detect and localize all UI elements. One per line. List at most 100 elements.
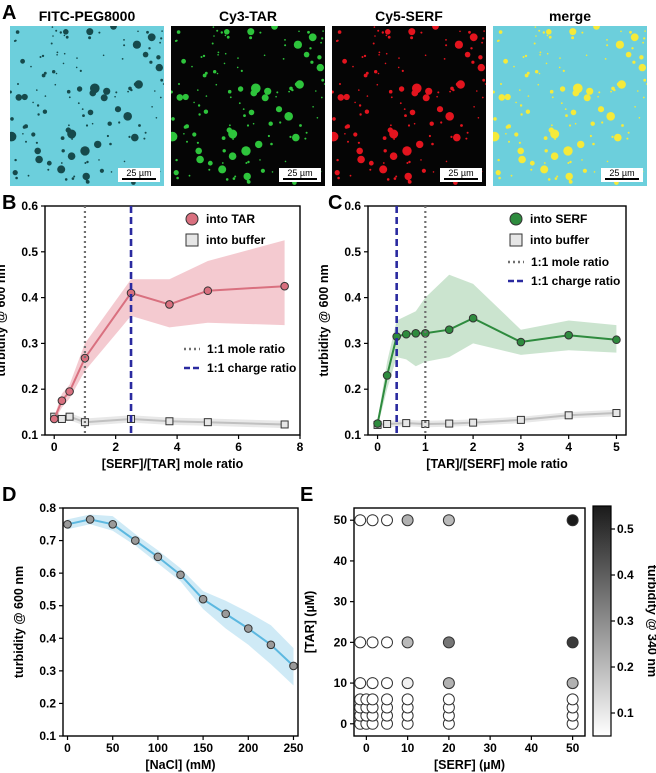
data-point — [165, 300, 174, 309]
droplet — [339, 83, 341, 85]
data-point — [564, 330, 573, 340]
droplet — [71, 177, 75, 180]
droplet — [226, 127, 232, 133]
colorbar-tick-label: 0.4 — [617, 568, 634, 582]
droplet — [35, 141, 38, 144]
data-point — [566, 514, 579, 527]
droplet — [440, 121, 443, 124]
droplet — [589, 134, 592, 138]
droplet — [627, 131, 630, 134]
droplet — [275, 95, 277, 98]
droplet — [15, 176, 18, 180]
scale-bar-label: 25 µm — [287, 168, 313, 178]
legend-label: 1:1 mole ratio — [531, 255, 609, 269]
x-tick-label: 100 — [148, 741, 168, 755]
y-tick-label: 10 — [334, 676, 348, 690]
data-point — [366, 677, 379, 690]
droplet — [323, 83, 325, 85]
data-point — [381, 709, 393, 722]
droplet — [639, 55, 644, 60]
droplet — [57, 165, 66, 174]
droplet — [478, 55, 483, 60]
droplet — [207, 160, 213, 166]
micrograph-title: Cy5-SERF — [375, 8, 443, 24]
droplet — [493, 90, 495, 94]
x-tick-label: 4 — [174, 440, 181, 454]
droplet — [546, 34, 549, 37]
y-tick-label: 0.7 — [39, 534, 56, 548]
droplet — [410, 36, 414, 40]
droplet — [202, 54, 206, 58]
droplet — [213, 35, 215, 37]
y-tick-label: 0.1 — [21, 428, 38, 442]
droplet — [82, 172, 90, 181]
droplet — [455, 82, 460, 87]
droplet — [232, 177, 236, 180]
plot-frame — [367, 205, 627, 436]
droplet — [86, 160, 89, 164]
droplet — [64, 178, 68, 181]
x-tick-label: 0 — [64, 741, 71, 755]
droplet — [94, 140, 102, 149]
droplet — [454, 40, 463, 49]
droplet — [420, 159, 422, 161]
x-tick-label: 30 — [483, 741, 497, 755]
droplet — [562, 69, 565, 72]
droplet — [369, 168, 372, 171]
data-point — [50, 412, 59, 421]
droplet — [381, 31, 384, 34]
droplet — [632, 60, 636, 64]
droplet — [585, 54, 588, 57]
droplet — [321, 78, 325, 82]
droplet — [10, 131, 17, 142]
data-point — [373, 420, 382, 429]
droplet — [620, 30, 622, 33]
droplet — [379, 165, 388, 174]
droplet — [525, 109, 531, 114]
data-point — [566, 701, 579, 714]
droplet — [271, 171, 274, 173]
droplet — [56, 51, 59, 54]
droplet — [171, 117, 175, 121]
droplet — [630, 33, 639, 42]
y-tick-label: 30 — [334, 595, 348, 609]
droplet — [569, 28, 577, 36]
data-point — [381, 677, 393, 690]
droplet — [243, 172, 251, 181]
droplet — [352, 65, 354, 68]
droplet — [127, 90, 129, 93]
droplet — [208, 168, 211, 171]
droplet — [343, 93, 350, 101]
droplet — [611, 135, 614, 138]
droplet — [63, 34, 66, 37]
colorbar-label: turbidity @ 340 nm — [645, 565, 656, 677]
droplet — [322, 30, 324, 32]
droplet — [205, 95, 208, 97]
droplet — [515, 101, 517, 104]
droplet — [642, 96, 645, 99]
droplet — [123, 160, 126, 163]
droplet — [621, 124, 624, 127]
droplet — [259, 159, 261, 161]
scale-bar-label: 25 µm — [609, 168, 635, 178]
droplet — [383, 149, 387, 153]
droplet — [284, 160, 287, 163]
data-point — [401, 329, 411, 339]
droplet — [606, 44, 609, 47]
y-tick-label: 0.4 — [344, 291, 361, 305]
droplet — [498, 94, 506, 101]
x-tick-label: 250 — [283, 741, 303, 755]
droplet — [144, 131, 147, 134]
droplet — [495, 170, 501, 176]
droplet — [91, 122, 94, 125]
droplet — [227, 89, 232, 94]
droplet — [146, 30, 149, 34]
data-point — [57, 396, 67, 405]
droplet — [450, 135, 453, 138]
x-axis-label: [TAR]/[SERF] mole ratio — [426, 457, 568, 471]
data-point — [445, 419, 454, 428]
x-tick-label: 6 — [235, 440, 242, 454]
droplet — [500, 83, 502, 85]
droplet — [645, 83, 647, 85]
droplet — [407, 124, 411, 127]
